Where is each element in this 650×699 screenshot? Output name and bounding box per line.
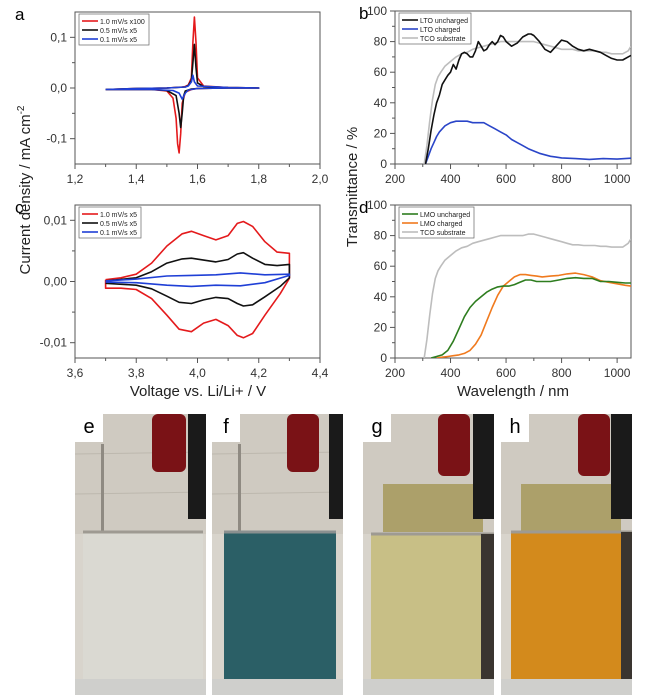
chart-panel-b: b 200 400 600 800 1000 0 20 40 60 80 100 LTO uncharg… — [359, 4, 632, 186]
series-line-0-1 — [105, 272, 291, 288]
panel-label-a: a — [15, 5, 25, 24]
x-tick-label: 200 — [385, 366, 405, 380]
x-tick-label: 400 — [441, 366, 461, 380]
y-tick-label: 0,00 — [44, 275, 68, 289]
photo-label-g: g — [363, 414, 391, 442]
charts-canvas: Current density / mA cm-2 Transmittance … — [15, 4, 632, 400]
black-clip-icon — [188, 414, 206, 519]
x-tick-label: 800 — [552, 172, 572, 186]
y-tick-label: 40 — [374, 96, 388, 110]
liquid — [83, 532, 203, 692]
shared-xlabel-wavelength: Wavelength / nm — [457, 383, 569, 400]
chart-panel-a: a 1,2 1,4 1,6 1,8 2,0 -0,1 0,0 0,1 1.0 mV/s x100 0… — [15, 5, 329, 186]
liquid — [371, 534, 481, 680]
y-tick-label: 0 — [380, 351, 387, 365]
panel-label-d: d — [359, 198, 368, 217]
shared-ylabel-transmittance: Transmittance / % — [344, 127, 361, 247]
legend-label: LTO charged — [420, 27, 460, 34]
photo-g-image — [363, 414, 494, 695]
photo-h-image — [501, 414, 632, 695]
x-tick-label: 4,2 — [250, 366, 267, 380]
y-tick-label: 60 — [374, 259, 388, 273]
legend-label: TCO substrate — [420, 230, 466, 237]
x-tick-label: 200 — [385, 172, 405, 186]
red-clip-icon — [152, 414, 186, 472]
y-tick-label: 80 — [374, 229, 388, 243]
x-tick-label: 1000 — [604, 172, 631, 186]
y-tick-label: 0,01 — [44, 213, 68, 227]
photo-label-h: h — [501, 414, 529, 442]
black-clip-icon — [611, 414, 632, 519]
x-tick-label: 3,8 — [128, 366, 145, 380]
photo-panel-f: f — [212, 414, 343, 695]
x-tick-label: 4,0 — [189, 366, 206, 380]
y-tick-label: -0,1 — [46, 132, 67, 146]
chart-panel-d: d 200 400 600 800 1000 0 20 40 60 80 100 LMO uncharg… — [359, 198, 632, 380]
photo-e-image — [75, 414, 206, 695]
x-tick-label: 1,4 — [128, 172, 145, 186]
legend-label: 1.0 mV/s x5 — [100, 212, 137, 219]
y-tick-label: 20 — [374, 320, 388, 334]
series-line-tco — [423, 40, 631, 164]
photo-label-f: f — [212, 414, 240, 442]
series-line-lto — [424, 33, 631, 164]
y-tick-label: 40 — [374, 290, 388, 304]
chart-panel-c: c 3,6 3,8 4,0 4,2 4,4 -0,01 0,00 0,01 1.0 mV/s x5… — [15, 198, 329, 380]
x-tick-label: 1,8 — [250, 172, 267, 186]
series-line-0-1 — [105, 74, 260, 100]
series-line-0-5 — [105, 251, 291, 307]
y-tick-label: 60 — [374, 65, 388, 79]
photo-panel-e: e — [75, 414, 206, 695]
photo-label-e: e — [75, 414, 103, 442]
y-tick-label: 80 — [374, 35, 388, 49]
y-tick-label: 0,0 — [50, 81, 67, 95]
y-tick-label: 100 — [367, 4, 387, 18]
panel-label-b: b — [359, 4, 368, 23]
legend-label: 0.1 mV/s x5 — [100, 37, 137, 44]
series-line-lto — [424, 120, 631, 164]
legend-label: 0.1 mV/s x5 — [100, 230, 137, 237]
photo-f-image — [212, 414, 343, 695]
photo-panel-h: h — [501, 414, 632, 695]
red-clip-icon — [438, 414, 470, 476]
x-tick-label: 400 — [441, 172, 461, 186]
y-tick-label: 100 — [367, 198, 387, 212]
legend-label: LMO charged — [420, 221, 463, 228]
y-tick-label: -0,01 — [40, 336, 68, 350]
x-tick-label: 2,0 — [312, 172, 329, 186]
black-clip-icon — [473, 414, 494, 519]
x-tick-label: 3,6 — [67, 366, 84, 380]
y-tick-label: 0,1 — [50, 30, 67, 44]
photo-panel-g: g — [363, 414, 494, 695]
shared-xlabel-voltage: Voltage vs. Li/Li+ / V — [130, 383, 266, 400]
x-tick-label: 800 — [552, 366, 572, 380]
legend-label: TCO substrate — [420, 36, 466, 43]
x-tick-label: 1,6 — [189, 172, 206, 186]
series-line-tco — [423, 233, 631, 358]
x-tick-label: 4,4 — [312, 366, 329, 380]
legend-label: LMO uncharged — [420, 212, 470, 219]
legend-label: 1.0 mV/s x100 — [100, 19, 145, 26]
y-tick-label: 20 — [374, 126, 388, 140]
series-line-0-5 — [105, 43, 260, 129]
x-tick-label: 1,2 — [67, 172, 84, 186]
series-line-lmo — [430, 276, 631, 358]
red-clip-icon — [578, 414, 610, 476]
black-clip-icon — [329, 414, 343, 519]
x-tick-label: 600 — [496, 366, 516, 380]
legend-label: LTO uncharged — [420, 18, 468, 25]
panel-label-c: c — [15, 198, 24, 217]
legend-label: 0.5 mV/s x5 — [100, 28, 137, 35]
x-tick-label: 1000 — [604, 366, 631, 380]
liquid — [224, 532, 336, 680]
shared-ylabel-current-density: Current density / mA cm-2 — [16, 105, 34, 274]
red-clip-icon — [287, 414, 319, 472]
legend-label: 0.5 mV/s x5 — [100, 221, 137, 228]
liquid — [511, 532, 621, 680]
series-line-lmo — [436, 272, 631, 358]
y-tick-label: 0 — [380, 157, 387, 171]
x-tick-label: 600 — [496, 172, 516, 186]
